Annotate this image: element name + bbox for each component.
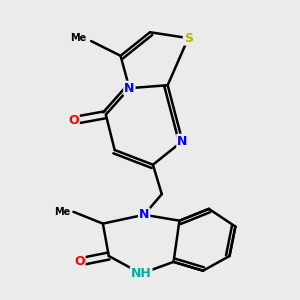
Text: N: N — [139, 208, 149, 221]
Text: O: O — [68, 114, 79, 127]
Text: O: O — [74, 255, 85, 268]
Text: Me: Me — [54, 207, 70, 217]
Text: N: N — [177, 135, 188, 148]
Text: S: S — [184, 32, 193, 45]
Text: N: N — [124, 82, 135, 95]
Text: Me: Me — [70, 33, 87, 43]
Text: NH: NH — [131, 267, 152, 280]
